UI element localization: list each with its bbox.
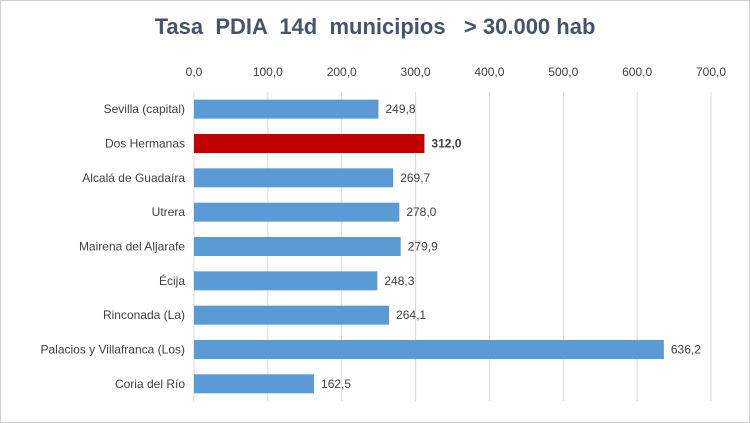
bar <box>194 202 400 222</box>
bar <box>194 271 378 291</box>
data-label: 269,7 <box>400 171 430 185</box>
data-label: 279,9 <box>408 240 438 254</box>
data-label: 312,0 <box>431 137 461 151</box>
category-label: Rinconada (La) <box>103 308 185 322</box>
category-label: Écija <box>159 273 185 288</box>
data-label: 249,8 <box>385 102 415 116</box>
bar <box>194 237 401 256</box>
category-label: Sevilla (capital) <box>104 102 185 116</box>
x-tick-label: 200,0 <box>327 65 357 79</box>
category-label: Mairena del Aljarafe <box>79 240 185 254</box>
x-tick-label: 600,0 <box>622 65 652 79</box>
data-label: 248,3 <box>384 274 414 288</box>
x-tick-label: 100,0 <box>253 65 283 79</box>
data-label: 278,0 <box>406 205 436 219</box>
bar <box>194 99 379 119</box>
x-tick-label: 500,0 <box>548 65 578 79</box>
data-label: 162,5 <box>321 377 351 391</box>
data-label: 636,2 <box>671 343 701 357</box>
chart-title: Tasa PDIA 14d municipios > 30.000 hab <box>154 14 596 39</box>
bar <box>194 340 664 359</box>
bar <box>194 134 425 153</box>
bar <box>194 305 390 325</box>
bar <box>194 374 315 394</box>
bar <box>194 168 394 188</box>
x-tick-label: 300,0 <box>401 65 431 79</box>
category-label: Alcalá de Guadaíra <box>82 171 185 185</box>
category-label: Palacios y Villafranca (Los) <box>40 343 185 357</box>
x-tick-label: 400,0 <box>474 65 504 79</box>
category-label: Dos Hermanas <box>105 137 185 151</box>
x-tick-label: 0,0 <box>186 65 203 79</box>
category-label: Utrera <box>152 205 186 219</box>
category-label: Coria del Río <box>115 377 185 391</box>
data-label: 264,1 <box>396 308 426 322</box>
x-tick-label: 700,0 <box>696 65 726 79</box>
